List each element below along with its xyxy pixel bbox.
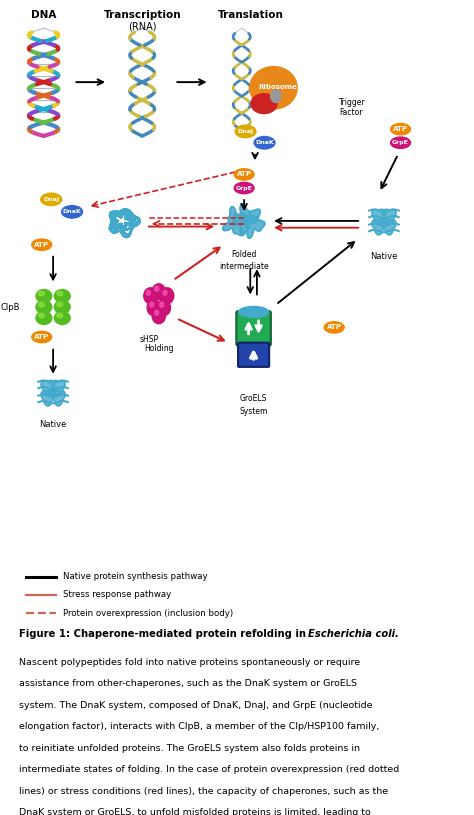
Text: GroELS: GroELS	[240, 394, 267, 403]
Text: system. The DnaK system, composed of DnaK, DnaJ, and GrpE (nucleotide: system. The DnaK system, composed of Dna…	[19, 701, 373, 710]
FancyBboxPatch shape	[238, 343, 269, 367]
Ellipse shape	[62, 205, 82, 218]
Polygon shape	[383, 219, 396, 235]
Polygon shape	[41, 390, 55, 406]
Ellipse shape	[324, 322, 344, 333]
Text: sHSP: sHSP	[140, 335, 159, 344]
Circle shape	[144, 288, 157, 304]
Ellipse shape	[234, 183, 254, 194]
Polygon shape	[372, 219, 385, 235]
Ellipse shape	[234, 169, 254, 180]
Polygon shape	[52, 390, 65, 406]
Polygon shape	[41, 381, 55, 396]
Text: Figure 1: Chaperone-mediated protein refolding in: Figure 1: Chaperone-mediated protein ref…	[19, 629, 310, 639]
Text: DnaK system or GroELS, to unfold misfolded proteins is limited, leading to: DnaK system or GroELS, to unfold misfold…	[19, 808, 371, 815]
Circle shape	[152, 284, 165, 300]
Ellipse shape	[57, 291, 63, 296]
Text: intermediate: intermediate	[219, 262, 269, 271]
Polygon shape	[52, 381, 65, 396]
Ellipse shape	[235, 126, 256, 138]
Ellipse shape	[250, 67, 297, 109]
Ellipse shape	[55, 311, 70, 324]
Ellipse shape	[41, 193, 62, 205]
Polygon shape	[233, 204, 258, 235]
Ellipse shape	[36, 311, 52, 324]
Text: DnaJ: DnaJ	[237, 129, 254, 134]
Text: Native: Native	[370, 252, 398, 261]
Circle shape	[155, 311, 159, 315]
Text: Protein overexpression (inclusion body): Protein overexpression (inclusion body)	[63, 609, 233, 618]
Text: ATP: ATP	[237, 171, 252, 178]
Polygon shape	[223, 206, 247, 236]
Circle shape	[155, 286, 159, 291]
Text: GrpE: GrpE	[392, 140, 409, 145]
Text: intermediate states of folding. In the case of protein overexpression (red dotte: intermediate states of folding. In the c…	[19, 765, 399, 774]
Ellipse shape	[38, 302, 45, 306]
Ellipse shape	[38, 291, 45, 296]
Text: Escherichia coli.: Escherichia coli.	[308, 629, 398, 639]
Text: Native: Native	[39, 421, 67, 430]
Text: ATP: ATP	[327, 324, 342, 330]
Ellipse shape	[36, 301, 52, 314]
Text: Native protein synthesis pathway: Native protein synthesis pathway	[63, 572, 207, 581]
Ellipse shape	[36, 289, 52, 302]
Text: (RNA): (RNA)	[128, 21, 156, 31]
Text: Translation: Translation	[219, 10, 284, 20]
Ellipse shape	[32, 239, 52, 250]
Circle shape	[152, 308, 165, 324]
Circle shape	[160, 302, 164, 307]
Ellipse shape	[271, 90, 281, 103]
Text: assistance from other-chaperones, such as the DnaK system or GroELS: assistance from other-chaperones, such a…	[19, 680, 357, 689]
Ellipse shape	[57, 313, 63, 318]
Polygon shape	[383, 209, 396, 225]
Text: ClpB: ClpB	[0, 302, 20, 311]
Text: DNA: DNA	[31, 10, 56, 20]
Circle shape	[147, 300, 161, 315]
Text: Holding: Holding	[144, 345, 173, 354]
Ellipse shape	[32, 332, 52, 342]
Ellipse shape	[55, 289, 70, 302]
Text: to reinitiate unfolded proteins. The GroELS system also folds proteins in: to reinitiate unfolded proteins. The Gro…	[19, 744, 360, 753]
Circle shape	[146, 290, 150, 295]
Ellipse shape	[391, 137, 410, 148]
Text: DnaK: DnaK	[63, 209, 82, 214]
Polygon shape	[240, 209, 265, 238]
Ellipse shape	[55, 301, 70, 314]
Text: lines) or stress conditions (red lines), the capacity of chaperones, such as the: lines) or stress conditions (red lines),…	[19, 786, 388, 795]
Ellipse shape	[57, 302, 63, 306]
Ellipse shape	[251, 94, 277, 113]
Text: Nascent polypeptides fold into native proteins spontaneously or require: Nascent polypeptides fold into native pr…	[19, 658, 360, 667]
Polygon shape	[372, 209, 385, 225]
Circle shape	[157, 300, 171, 315]
Text: DnaK: DnaK	[255, 140, 274, 145]
Text: Stress response pathway: Stress response pathway	[63, 590, 171, 600]
Text: Transcription: Transcription	[103, 10, 181, 20]
Text: Trigger
Factor: Trigger Factor	[339, 98, 365, 117]
Text: GrpE: GrpE	[236, 186, 253, 191]
Ellipse shape	[391, 124, 410, 134]
Ellipse shape	[38, 313, 45, 318]
Ellipse shape	[254, 136, 275, 149]
Text: ATP: ATP	[34, 334, 49, 340]
Text: ATP: ATP	[34, 242, 49, 248]
Ellipse shape	[238, 306, 269, 317]
Circle shape	[161, 288, 174, 304]
Text: DnaJ: DnaJ	[43, 197, 59, 202]
Text: Folded: Folded	[231, 250, 257, 259]
Text: ATP: ATP	[393, 126, 408, 132]
Circle shape	[163, 290, 167, 295]
Text: Ribosome: Ribosome	[259, 84, 298, 90]
Circle shape	[150, 302, 154, 307]
Text: elongation factor), interacts with ClpB, a member of the Clp/HSP100 family,: elongation factor), interacts with ClpB,…	[19, 722, 379, 731]
Text: System: System	[239, 407, 268, 416]
FancyBboxPatch shape	[237, 311, 271, 346]
